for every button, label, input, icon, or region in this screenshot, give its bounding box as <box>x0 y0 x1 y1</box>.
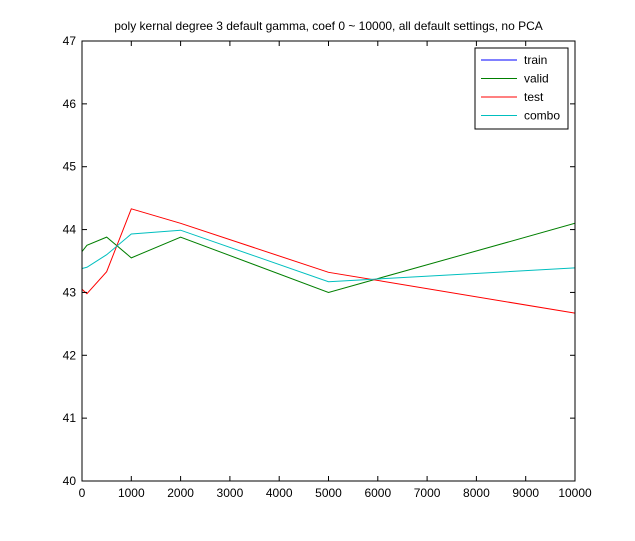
x-tick-label: 7000 <box>414 486 441 500</box>
y-tick-label: 43 <box>63 285 77 299</box>
x-tick-label: 5000 <box>315 486 342 500</box>
x-tick-label: 3000 <box>217 486 244 500</box>
x-tick-label: 2000 <box>167 486 194 500</box>
x-tick-label: 8000 <box>463 486 490 500</box>
y-tick-label: 46 <box>63 97 77 111</box>
x-tick-label: 9000 <box>512 486 539 500</box>
x-tick-label: 4000 <box>266 486 293 500</box>
legend-label-valid: valid <box>524 72 549 86</box>
y-tick-label: 45 <box>63 160 77 174</box>
chart-title: poly kernal degree 3 default gamma, coef… <box>114 19 543 33</box>
legend-label-combo: combo <box>524 109 560 123</box>
legend-label-test: test <box>524 90 544 104</box>
legend-label-train: train <box>524 53 547 67</box>
x-tick-label: 1000 <box>118 486 145 500</box>
x-tick-label: 6000 <box>364 486 391 500</box>
series-line-valid <box>82 222 575 293</box>
series-line-combo <box>82 229 575 283</box>
series-layer <box>82 208 575 314</box>
x-tick-label: 10000 <box>558 486 592 500</box>
axes-layer: 0 1000 2000 3000 4000 5000 6000 7000 8000 9000 100… <box>63 34 592 500</box>
y-tick-label: 42 <box>63 348 77 362</box>
x-tick-label: 0 <box>79 486 86 500</box>
y-tick-label: 41 <box>63 411 77 425</box>
y-tick-label: 40 <box>63 474 77 488</box>
y-tick-label: 44 <box>63 223 77 237</box>
y-tick-label: 47 <box>63 34 77 48</box>
series-line-test <box>82 208 575 314</box>
legend: train valid test combo <box>474 47 569 130</box>
